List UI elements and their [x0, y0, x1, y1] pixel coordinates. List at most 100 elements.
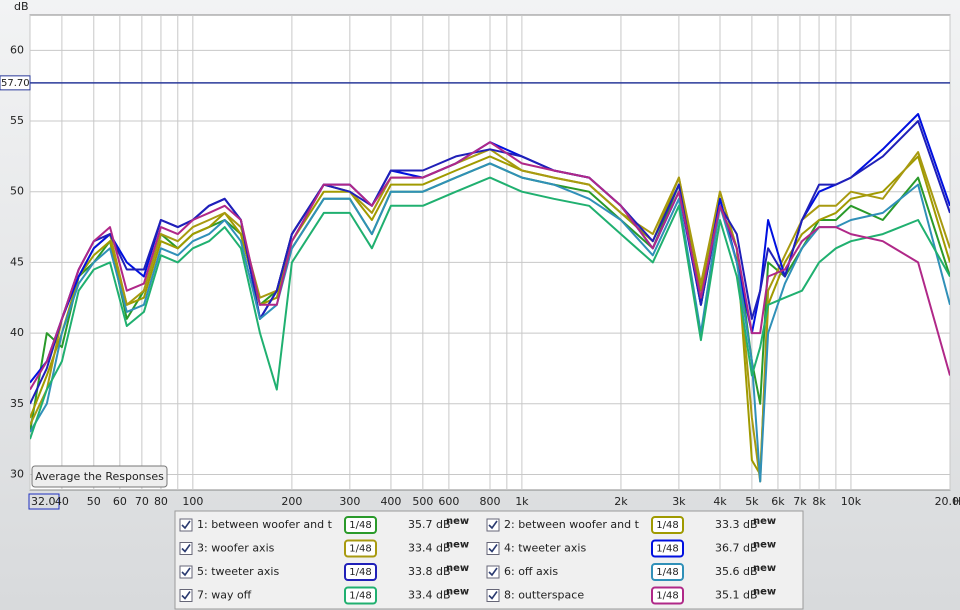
legend-smoothing: 1/48	[656, 567, 678, 578]
legend-name: 4: tweeter axis	[504, 542, 586, 555]
x-tick-label: 8k	[812, 495, 826, 508]
y-tick-label: 50	[10, 185, 24, 198]
x-axis-label: Hz	[953, 495, 960, 508]
legend-smoothing: 1/48	[656, 544, 678, 555]
legend-checkbox[interactable]	[179, 518, 193, 532]
legend-smoothing: 1/48	[349, 520, 371, 531]
marker-label-box	[0, 75, 31, 91]
legend-level: 33.4 dB	[408, 542, 451, 555]
legend-level: 33.8 dB	[408, 565, 451, 578]
y-tick-label: 40	[10, 326, 24, 339]
legend-check	[181, 567, 191, 577]
legend-name: 1: between woofer and t	[197, 518, 333, 531]
legend-swatch	[651, 516, 684, 534]
x-tick-label: 20.0k	[935, 495, 960, 508]
legend-checkbox[interactable]	[486, 518, 500, 532]
marker-label: 57.70	[1, 78, 30, 89]
legend-name: 7: way off	[197, 589, 252, 602]
legend-tag: new	[446, 587, 469, 598]
x-tick-label: 40	[55, 495, 69, 508]
legend-checkbox[interactable]	[486, 589, 500, 602]
x-start-box	[28, 493, 60, 510]
x-tick-label: 6k	[771, 495, 785, 508]
x-tick-label: 32.0	[31, 495, 56, 508]
legend-name: 5: tweeter axis	[197, 565, 279, 578]
legend-check	[181, 544, 191, 553]
y-tick-label: 35	[10, 397, 24, 410]
legend-checkbox[interactable]	[179, 542, 193, 555]
legend-swatch	[344, 539, 377, 558]
legend-smoothing: 1/48	[349, 567, 371, 578]
legend-check	[181, 520, 191, 530]
series-line	[30, 176, 950, 440]
legend-level: 35.1 dB	[715, 589, 758, 602]
button-label[interactable]: Average the Responses	[35, 470, 164, 483]
legend-level: 33.3 dB	[715, 518, 758, 531]
x-tick-label: 500	[412, 495, 433, 508]
y-tick-label: 55	[10, 114, 24, 127]
x-tick-label: 70	[135, 495, 149, 508]
legend-tag: new	[753, 587, 776, 598]
y-axis-label: dB	[14, 0, 29, 13]
legend-check	[488, 520, 498, 530]
legend-tag: new	[753, 563, 776, 574]
legend-swatch	[651, 539, 684, 558]
legend-swatch	[651, 586, 684, 605]
button-box[interactable]	[31, 465, 168, 488]
x-tick-label: 200	[281, 495, 302, 508]
y-tick-label: 30	[10, 467, 24, 480]
series-line	[30, 141, 950, 391]
legend-level: 33.4 dB	[408, 589, 451, 602]
legend-check	[488, 591, 498, 600]
x-tick-label: 80	[154, 495, 168, 508]
series-line	[30, 162, 950, 483]
legend-smoothing: 1/48	[349, 544, 371, 555]
legend-checkbox[interactable]	[486, 565, 500, 579]
legend-tag: new	[446, 563, 469, 574]
average-button[interactable]: Average the Responses	[31, 465, 168, 488]
legend-checkbox[interactable]	[179, 565, 193, 579]
legend-name: 6: off axis	[504, 565, 558, 578]
series-line	[30, 120, 950, 405]
legend-tag: new	[753, 540, 776, 551]
x-tick-label: 10k	[841, 495, 862, 508]
legend-name: 3: woofer axis	[197, 542, 275, 555]
legend-check	[181, 591, 191, 600]
legend-check	[488, 544, 498, 553]
legend-name: 2: between woofer and t	[504, 518, 640, 531]
legend-swatch	[344, 563, 377, 581]
legend-swatch	[344, 516, 377, 534]
x-tick-label: 100	[182, 495, 203, 508]
x-tick-label: 800	[480, 495, 501, 508]
legend-tag: new	[753, 516, 776, 527]
legend-checkbox[interactable]	[179, 589, 193, 602]
x-tick-label: 600	[438, 495, 459, 508]
x-tick-label: 2k	[614, 495, 628, 508]
legend-level: 36.7 dB	[715, 542, 758, 555]
x-tick-label: 5k	[745, 495, 759, 508]
x-tick-label: 4k	[713, 495, 727, 508]
legend-swatch	[651, 563, 684, 581]
x-tick-label: 7k	[793, 495, 807, 508]
legend-smoothing: 1/48	[349, 591, 371, 602]
legend-name: 8: outterspace	[504, 589, 584, 602]
y-tick-label: 45	[10, 255, 24, 268]
x-tick-label: 60	[113, 495, 127, 508]
legend-check	[488, 567, 498, 577]
legend-level: 35.6 dB	[715, 565, 758, 578]
legend-smoothing: 1/48	[656, 591, 678, 602]
legend-tag: new	[446, 516, 469, 527]
legend-swatch	[344, 586, 377, 605]
legend-checkbox[interactable]	[486, 542, 500, 555]
legend-tag: new	[446, 540, 469, 551]
y-tick-label: 60	[10, 43, 24, 56]
